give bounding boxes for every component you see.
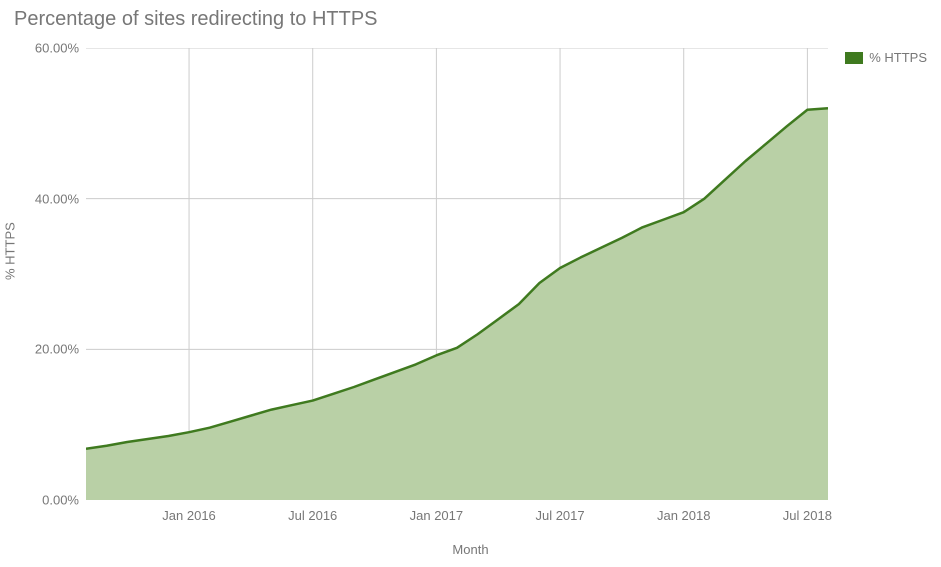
x-tick-label: Jul 2018 (783, 508, 832, 523)
legend-label: % HTTPS (869, 50, 927, 65)
chart-container: Percentage of sites redirecting to HTTPS… (0, 0, 941, 567)
x-tick-label: Jan 2018 (657, 508, 711, 523)
x-tick-label: Jul 2016 (288, 508, 337, 523)
legend: % HTTPS (845, 50, 927, 65)
x-axis-label: Month (0, 542, 941, 557)
x-tick-label: Jan 2016 (162, 508, 216, 523)
chart-title: Percentage of sites redirecting to HTTPS (14, 8, 378, 31)
y-tick-label: 0.00% (19, 493, 79, 508)
y-tick-label: 60.00% (19, 41, 79, 56)
plot-area (86, 48, 828, 500)
x-tick-label: Jan 2017 (410, 508, 464, 523)
y-tick-label: 20.00% (19, 342, 79, 357)
legend-swatch-icon (845, 52, 863, 64)
y-axis-label: % HTTPS (3, 222, 18, 280)
x-tick-label: Jul 2017 (535, 508, 584, 523)
chart-svg (86, 48, 828, 500)
y-tick-label: 40.00% (19, 191, 79, 206)
